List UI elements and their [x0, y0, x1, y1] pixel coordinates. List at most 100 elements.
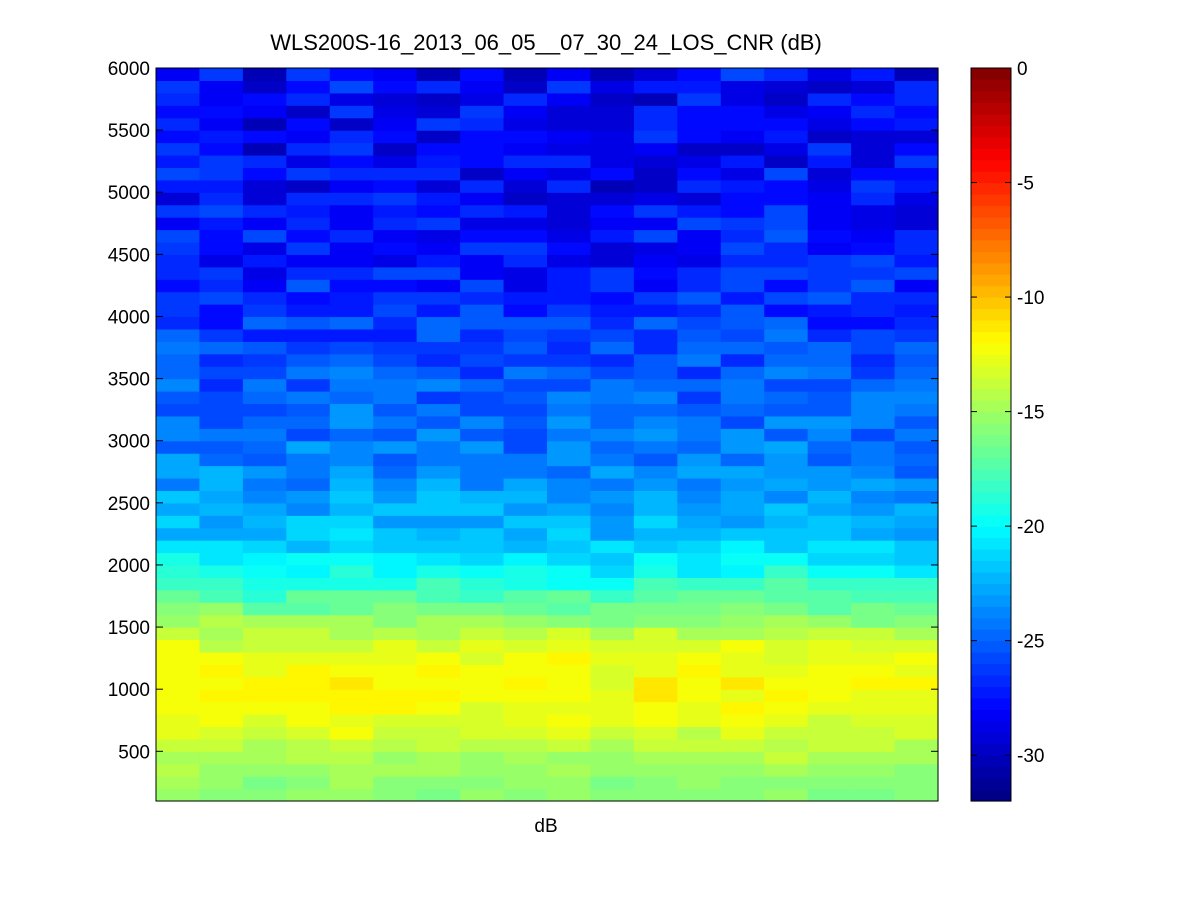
colorbar-swatch [971, 251, 1011, 264]
heatmap-cell [807, 378, 852, 392]
heatmap-cell [590, 378, 635, 392]
heatmap-cell [590, 676, 635, 690]
heatmap-cell [242, 403, 287, 417]
heatmap-cell [416, 266, 461, 280]
heatmap-cell [851, 204, 896, 218]
heatmap-cell [199, 415, 244, 429]
heatmap-cell [242, 552, 287, 566]
heatmap-cell [764, 154, 809, 168]
heatmap-cell [720, 776, 765, 790]
heatmap-cell [329, 664, 374, 678]
heatmap-cell [199, 304, 244, 318]
heatmap-cell [286, 142, 331, 156]
heatmap-cell [677, 627, 722, 641]
heatmap-cell [677, 80, 722, 94]
heatmap-cell [547, 266, 592, 280]
heatmap-cell [503, 540, 548, 554]
heatmap-cell [590, 465, 635, 479]
heatmap-cell [242, 490, 287, 504]
heatmap-cell [633, 527, 678, 541]
heatmap-cell [242, 751, 287, 765]
colorbar-swatch [971, 159, 1011, 172]
heatmap-cell [807, 602, 852, 616]
heatmap-cell [416, 142, 461, 156]
heatmap-cell [503, 192, 548, 206]
heatmap-cell [286, 428, 331, 442]
heatmap-cell [720, 204, 765, 218]
heatmap-cell [286, 291, 331, 305]
heatmap-cell [373, 602, 418, 616]
heatmap-cell [286, 776, 331, 790]
heatmap-cell [720, 502, 765, 516]
heatmap-cell [503, 241, 548, 255]
heatmap-cell [764, 217, 809, 231]
heatmap-cell [590, 316, 635, 330]
heatmap-cell [894, 304, 939, 318]
heatmap-cell [460, 639, 505, 653]
heatmap-cell [286, 105, 331, 119]
colorbar-swatch [971, 491, 1011, 504]
heatmap-cell [286, 179, 331, 193]
heatmap-cell [329, 527, 374, 541]
heatmap-cell [503, 142, 548, 156]
heatmap-cell [416, 366, 461, 380]
heatmap-cell [547, 378, 592, 392]
heatmap-cell [156, 738, 201, 752]
heatmap-cell [547, 241, 592, 255]
heatmap-cell [590, 341, 635, 355]
heatmap-cell [242, 291, 287, 305]
heatmap-cell [894, 328, 939, 342]
heatmap-cell [242, 664, 287, 678]
heatmap-cell [764, 602, 809, 616]
heatmap-cell [156, 266, 201, 280]
plot-frame [155, 67, 939, 802]
heatmap-cell [677, 515, 722, 529]
colorbar-swatch [971, 537, 1011, 550]
heatmap-cell [156, 664, 201, 678]
heatmap-cell [633, 154, 678, 168]
heatmap-cell [894, 614, 939, 628]
heatmap-cell [199, 167, 244, 181]
heatmap-cell [503, 465, 548, 479]
heatmap-cell [633, 366, 678, 380]
heatmap-cell [503, 80, 548, 94]
colorbar-swatch [971, 228, 1011, 241]
heatmap-cell [633, 229, 678, 243]
colorbar-swatch [971, 503, 1011, 516]
colorbar-swatch [971, 285, 1011, 298]
heatmap-cell [547, 428, 592, 442]
heatmap-cell [807, 738, 852, 752]
heatmap-cell [633, 353, 678, 367]
heatmap-cell [329, 726, 374, 740]
heatmap-cell [720, 92, 765, 106]
heatmap-cell [851, 130, 896, 144]
heatmap-cell [460, 465, 505, 479]
heatmap-cell [329, 701, 374, 715]
heatmap-cell [851, 254, 896, 268]
heatmap-cell [720, 391, 765, 405]
heatmap-cell [416, 353, 461, 367]
heatmap-cell [329, 676, 374, 690]
heatmap-cell [156, 751, 201, 765]
heatmap-cell [633, 328, 678, 342]
heatmap-cell [720, 105, 765, 119]
heatmap-cell [590, 142, 635, 156]
heatmap-cell [851, 353, 896, 367]
heatmap-cell [851, 502, 896, 516]
heatmap-cell [156, 229, 201, 243]
heatmap-cell [286, 316, 331, 330]
heatmap-cell [590, 490, 635, 504]
heatmap-cell [286, 651, 331, 665]
heatmap-cell [807, 229, 852, 243]
heatmap-cell [764, 714, 809, 728]
heatmap-cell [807, 154, 852, 168]
colorbar-swatch [971, 663, 1011, 676]
heatmap-cell [156, 440, 201, 454]
heatmap-cell [894, 204, 939, 218]
heatmap-cell [329, 167, 374, 181]
heatmap-cell [633, 577, 678, 591]
y-tick-label: 5500 [108, 121, 150, 142]
colorbar-swatch [971, 216, 1011, 229]
heatmap-cell [199, 316, 244, 330]
heatmap-cell [807, 366, 852, 380]
